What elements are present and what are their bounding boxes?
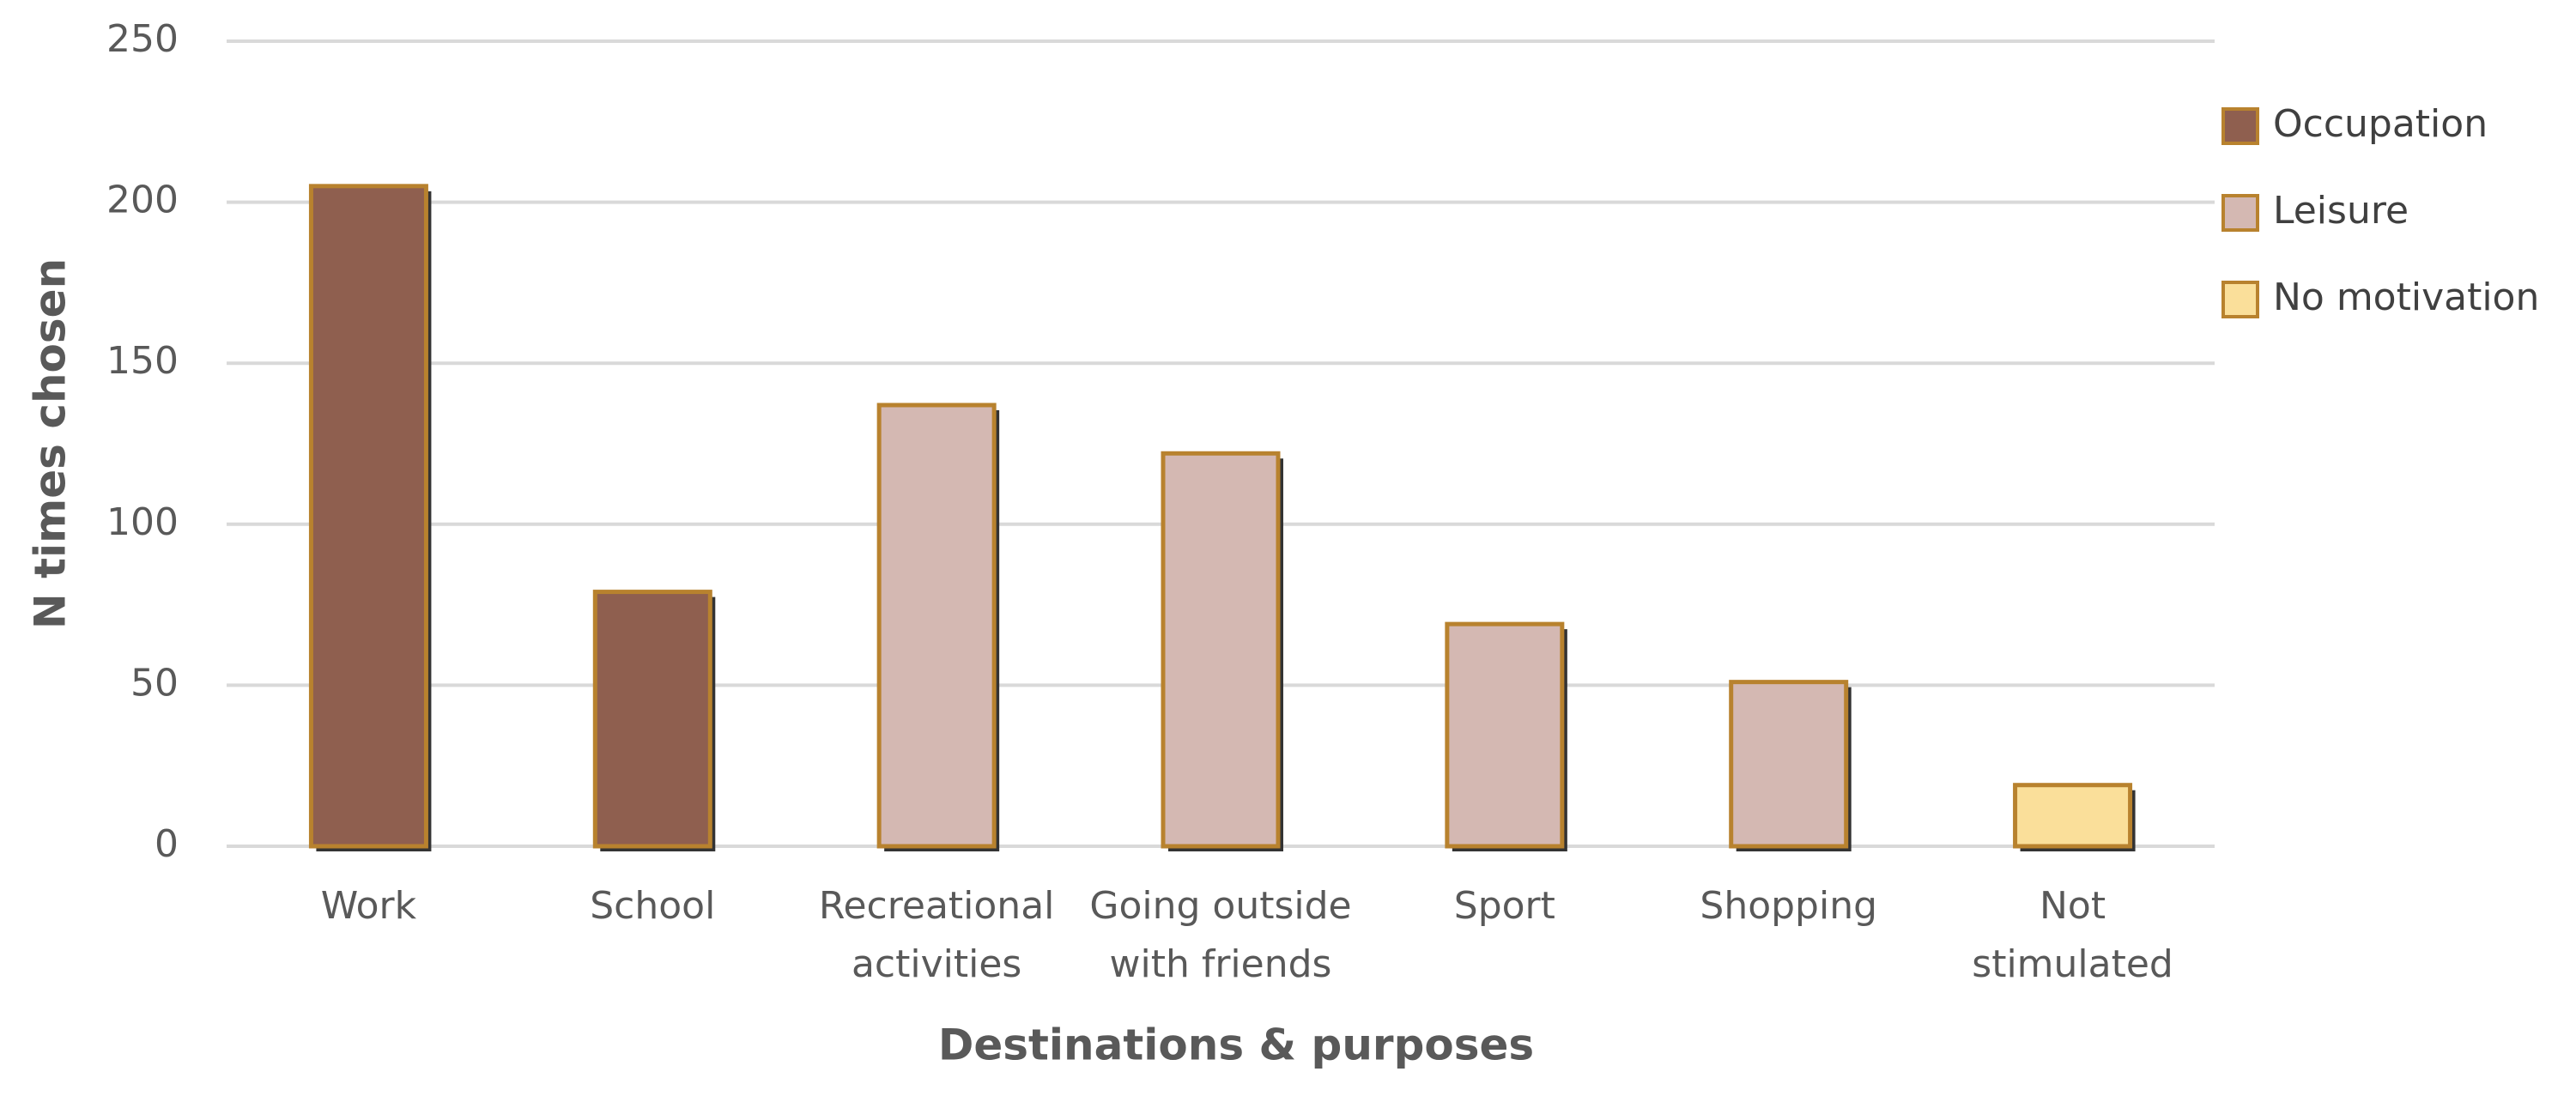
- y-tick-label: 50: [130, 661, 179, 705]
- legend-label: Occupation: [2273, 102, 2488, 146]
- x-tick-label: with friends: [1110, 942, 1332, 986]
- x-tick-label: Shopping: [1700, 884, 1877, 928]
- bar: [1161, 451, 1281, 849]
- x-tick-label: Recreational: [819, 884, 1054, 928]
- y-tick-label: 250: [106, 17, 179, 61]
- x-axis-title: Destinations & purposes: [938, 1020, 1534, 1070]
- bar: [1729, 680, 1849, 849]
- legend-swatch: [2221, 194, 2259, 232]
- y-tick-label: 100: [106, 500, 179, 544]
- bar: [308, 184, 428, 849]
- x-tick-label: activities: [852, 942, 1021, 986]
- y-tick-label: 200: [106, 179, 179, 222]
- y-tick-label: 150: [106, 339, 179, 383]
- y-tick-label: 0: [155, 822, 179, 866]
- bar: [876, 403, 997, 849]
- x-tick-label: Going outside: [1089, 884, 1351, 928]
- bar: [592, 590, 712, 849]
- x-tick-label: Not: [2040, 884, 2106, 928]
- legend-label: No motivation: [2273, 276, 2539, 319]
- legend-swatch: [2221, 281, 2259, 318]
- bar: [1445, 621, 1565, 849]
- x-tick-label: Sport: [1454, 884, 1555, 928]
- legend-swatch: [2221, 107, 2259, 145]
- x-tick-label: School: [590, 884, 715, 928]
- y-axis-title: N times chosen: [26, 258, 76, 629]
- legend-label: Leisure: [2273, 189, 2409, 233]
- x-tick-label: Work: [321, 884, 417, 928]
- x-tick-label: stimulated: [1972, 942, 2173, 986]
- bar: [2013, 783, 2133, 849]
